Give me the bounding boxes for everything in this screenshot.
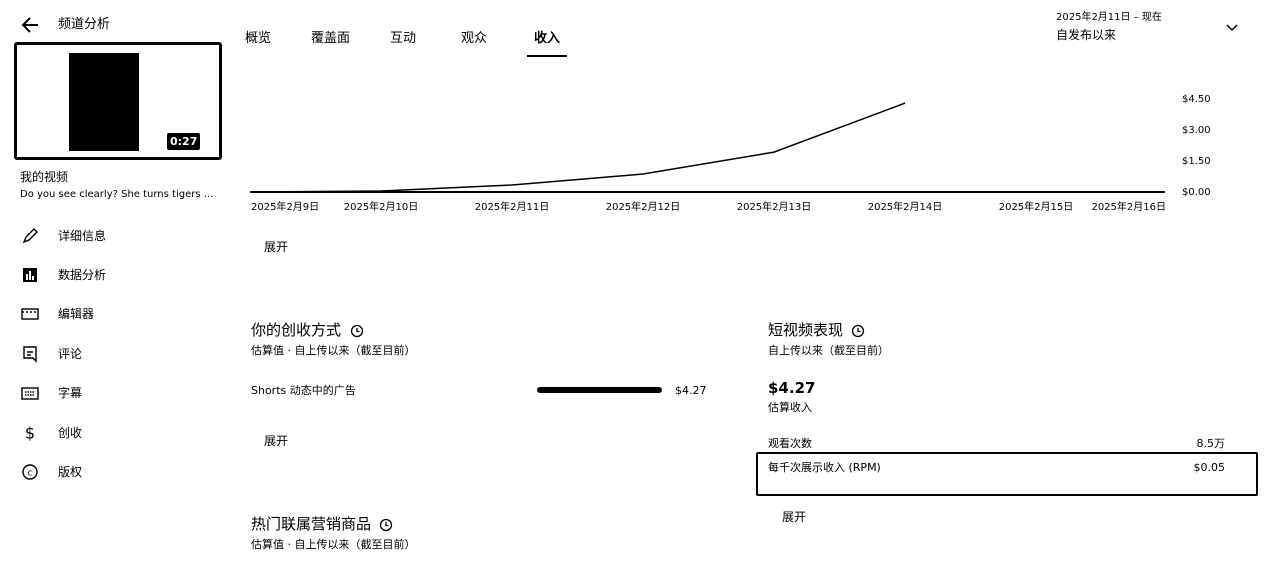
y-tick-label: $4.50: [1182, 94, 1211, 105]
section-subtitle: 自上传以来（截至目前）: [768, 344, 889, 357]
highlight-box: [756, 452, 1258, 496]
source-bar: [537, 387, 662, 393]
x-tick-label: 2025年2月9日: [251, 200, 319, 213]
video-duration: 0:27: [167, 133, 201, 150]
video-thumbnail[interactable]: 0:27: [14, 42, 222, 160]
section-title: 短视频表现: [768, 321, 844, 339]
x-tick-label: 2025年2月13日: [737, 200, 812, 213]
info-icon[interactable]: [851, 324, 865, 338]
video-section: 我的视频: [20, 170, 69, 184]
nav-icon[interactable]: [21, 305, 39, 323]
back-button[interactable]: [20, 16, 40, 34]
section-title: 热门联属营销商品: [251, 515, 372, 533]
x-tick-label: 2025年2月12日: [606, 200, 681, 213]
nav-icon[interactable]: [21, 384, 39, 402]
x-tick-label: 2025年2月10日: [344, 200, 419, 213]
info-icon[interactable]: [379, 518, 393, 532]
x-tick-label: 2025年2月15日: [999, 200, 1074, 213]
tab[interactable]: 概览: [245, 31, 272, 46]
y-tick-label: $1.50: [1182, 156, 1211, 167]
revenue-label: 估算收入: [768, 401, 812, 414]
nav-item[interactable]: 编辑器: [58, 307, 95, 321]
source-name: Shorts 动态中的广告: [251, 384, 356, 397]
nav-icon[interactable]: [21, 345, 39, 363]
metric-name: 观看次数: [768, 437, 812, 450]
x-tick-label: 2025年2月14日: [868, 200, 943, 213]
metric-value: $0.05: [1193, 461, 1226, 474]
nav-item[interactable]: 创收: [58, 426, 83, 440]
tab[interactable]: 收入: [534, 31, 561, 46]
metric-value: 8.5万: [1196, 437, 1226, 450]
date-range[interactable]: 2025年2月11日 – 现在: [1056, 12, 1162, 23]
tab[interactable]: 互动: [390, 31, 417, 46]
nav-item[interactable]: 详细信息: [58, 229, 107, 243]
nav-icon[interactable]: c: [21, 463, 39, 481]
nav-item[interactable]: 版权: [58, 465, 83, 479]
nav-icon[interactable]: $: [21, 424, 39, 442]
source-value: $4.27: [675, 384, 707, 397]
nav-icon[interactable]: [21, 266, 39, 284]
section-subtitle: 估算值 · 自上传以来（截至目前）: [251, 344, 416, 357]
nav-icon[interactable]: [21, 227, 39, 245]
expand[interactable]: 展开: [782, 510, 807, 524]
revenue-line: [249, 102, 906, 193]
date-range-label[interactable]: 自发布以来: [1056, 28, 1117, 42]
video-title: Do you see clearly? She turns tigers ...: [20, 189, 214, 200]
section-title: 你的创收方式: [251, 321, 342, 339]
nav-item[interactable]: 字幕: [58, 386, 83, 400]
page-title: 频道分析: [58, 17, 111, 32]
x-tick-label: 2025年2月11日: [475, 200, 550, 213]
revenue-total: $4.27: [768, 379, 816, 397]
nav-item[interactable]: 评论: [58, 347, 83, 361]
dropdown-icon[interactable]: [1225, 23, 1239, 33]
section-subtitle: 估算值 · 自上传以来（截至目前）: [251, 538, 416, 551]
svg-text:c: c: [28, 469, 33, 479]
expand[interactable]: 展开: [264, 240, 289, 254]
metric-name: 每千次展示收入 (RPM): [768, 461, 881, 474]
x-tick-label: 2025年2月16日: [1091, 200, 1166, 213]
active-tab-indicator: [527, 55, 567, 57]
nav-item[interactable]: 数据分析: [58, 268, 107, 282]
expand[interactable]: 展开: [264, 434, 289, 448]
y-tick-label: $3.00: [1182, 125, 1211, 136]
y-tick-label: $0.00: [1182, 187, 1211, 198]
tab[interactable]: 观众: [461, 31, 488, 46]
info-icon[interactable]: [350, 324, 364, 338]
svg-text:$: $: [25, 424, 35, 442]
tab[interactable]: 覆盖面: [311, 31, 351, 46]
